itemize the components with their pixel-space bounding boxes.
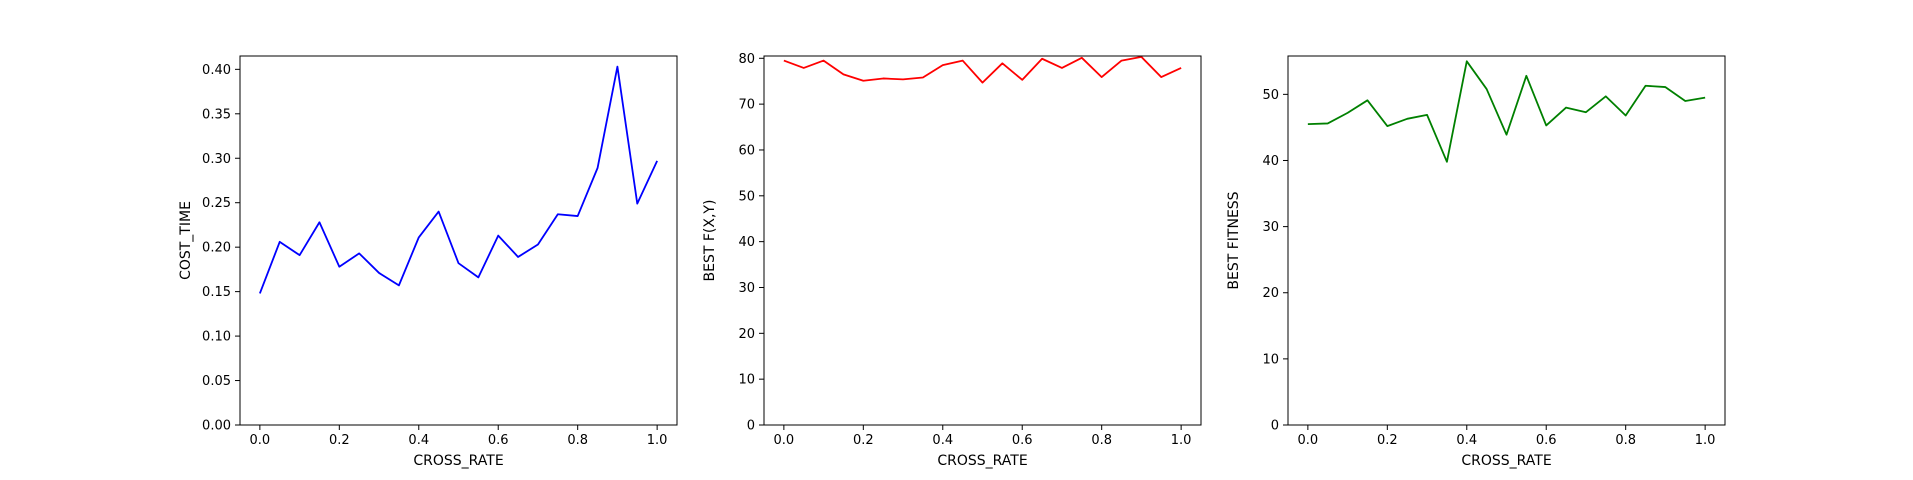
x-tick-label: 0.8 xyxy=(1615,433,1636,448)
x-tick-label: 0.6 xyxy=(1536,433,1557,448)
y-axis-label: COST_TIME xyxy=(178,201,194,280)
x-tick-label: 0.0 xyxy=(1298,433,1319,448)
y-tick-label: 50 xyxy=(738,189,755,204)
chart-panel-3: 0.0 0.2 0.4 0.6 0.8 1.0 0 10 20 30 40 50 CROSS_RATE B… xyxy=(1226,55,1726,469)
y-tick-label: 0.05 xyxy=(202,374,231,389)
x-tick-label: 1.0 xyxy=(647,433,668,448)
y-tick-label: 0.25 xyxy=(202,196,231,211)
y-tick-label: 0.35 xyxy=(202,107,231,122)
y-tick-label: 0.20 xyxy=(202,241,231,256)
y-tick-label: 10 xyxy=(738,373,755,388)
x-tick-label: 0.4 xyxy=(408,433,429,448)
y-tick-label: 20 xyxy=(738,327,755,342)
series-line xyxy=(259,65,658,294)
y-axis-label: BEST FITNESS xyxy=(1226,191,1242,289)
chart-panel-1: 0.0 0.2 0.4 0.6 0.8 1.0 0.00 0.05 0.10 0.15 0.20 0.… xyxy=(178,55,678,469)
x-tick-label: 1.0 xyxy=(1171,433,1192,448)
axes-frame xyxy=(763,55,1202,426)
y-tick-label: 0 xyxy=(1271,419,1279,434)
series-line xyxy=(783,56,1182,84)
y-tick-label: 0 xyxy=(747,419,755,434)
x-tick-label: 0.4 xyxy=(1456,433,1477,448)
x-tick-label: 1.0 xyxy=(1695,433,1716,448)
y-tick-label: 0.30 xyxy=(202,152,231,167)
y-tick-label: 40 xyxy=(1262,154,1279,169)
x-tick-label: 0.8 xyxy=(567,433,588,448)
axes-frame xyxy=(239,55,678,426)
chart-panel-2: 0.0 0.2 0.4 0.6 0.8 1.0 0 10 20 30 40 50 60 70 80 CROSS… xyxy=(702,52,1202,469)
y-tick-label: 40 xyxy=(738,235,755,250)
x-tick-label: 0.2 xyxy=(853,433,874,448)
y-tick-label: 20 xyxy=(1262,286,1279,301)
x-tick-label: 0.2 xyxy=(1377,433,1398,448)
series-line xyxy=(1307,60,1706,163)
y-tick-label: 30 xyxy=(738,281,755,296)
x-tick-label: 0.4 xyxy=(932,433,953,448)
y-tick-label: 60 xyxy=(738,143,755,158)
y-tick-label: 70 xyxy=(738,98,755,113)
y-tick-label: 0.40 xyxy=(202,63,231,78)
y-tick-label: 0.15 xyxy=(202,285,231,300)
x-tick-label: 0.6 xyxy=(488,433,509,448)
y-tick-label: 0.10 xyxy=(202,330,231,345)
y-tick-label: 30 xyxy=(1262,220,1279,235)
axes-frame xyxy=(1287,55,1726,426)
y-tick-label: 0.00 xyxy=(202,419,231,434)
x-tick-label: 0.0 xyxy=(774,433,795,448)
x-axis-label: CROSS_RATE xyxy=(1461,453,1551,469)
x-tick-label: 0.8 xyxy=(1091,433,1112,448)
x-axis-label: CROSS_RATE xyxy=(413,453,503,469)
x-tick-label: 0.2 xyxy=(329,433,350,448)
x-tick-label: 0.0 xyxy=(250,433,271,448)
y-tick-label: 80 xyxy=(738,52,755,67)
y-tick-label: 50 xyxy=(1262,88,1279,103)
y-tick-label: 10 xyxy=(1262,352,1279,367)
y-axis-label: BEST F(X,Y) xyxy=(702,200,718,282)
x-axis-label: CROSS_RATE xyxy=(937,453,1027,469)
x-tick-label: 0.6 xyxy=(1012,433,1033,448)
